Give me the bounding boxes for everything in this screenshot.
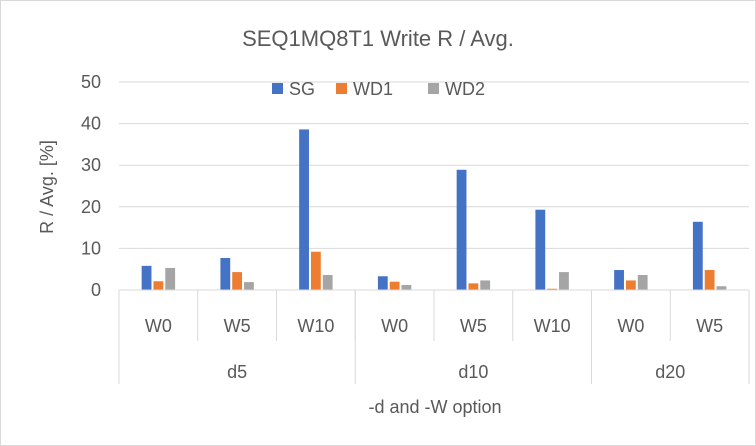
y-tick-label: 10 [81,238,101,258]
y-tick-label: 20 [81,197,101,217]
bar-wd1-d10-W0 [389,281,400,290]
y-tick-label: 40 [81,114,101,134]
legend-swatch-wd2 [428,83,439,94]
y-tick-label: 50 [81,72,101,92]
y-tick-label: 30 [81,155,101,175]
y-axis-title: R / Avg. [%] [37,140,57,234]
bar-sg-d10-W0 [377,276,388,290]
bar-sg-d10-W5 [456,169,467,290]
x-axis-title: -d and -W option [368,397,501,417]
x-tick-label: W5 [224,316,251,336]
bar-wd1-d5-W5 [232,272,243,290]
bar-wd2-d20-W5 [716,286,727,290]
bar-wd2-d5-W5 [244,282,254,290]
bar-wd2-d10-W5 [480,280,491,290]
legend: SG WD1 WD2 [272,79,485,99]
bar-wd2-d5-W0 [165,267,176,290]
x-tick-label: W10 [534,316,571,336]
x-tick-label: W0 [145,316,172,336]
bar-sg-d5-W10 [299,129,309,290]
y-tick-label: 0 [91,280,101,300]
bar-wd1-d20-W5 [704,270,715,290]
legend-label-sg: SG [289,79,315,99]
gridlines [119,81,749,249]
legend-label-wd2: WD2 [445,79,485,99]
x-tick-label: W5 [696,316,723,336]
legend-swatch-sg [272,83,283,94]
legend-swatch-wd1 [336,83,347,94]
legend-label-wd1: WD1 [353,79,393,99]
bar-sg-d20-W5 [692,221,703,290]
x-group-label: d10 [458,362,488,382]
x-tick-label: W10 [297,316,334,336]
x-tick-label: W5 [460,316,487,336]
bar-wd2-d10-W10 [559,272,569,290]
x-axis: 0 10 20 30 40 50 W0 W5 W10 d5 W0 W5 W10 d10 W0 W5 d20 [81,72,750,384]
bar-wd2-d5-W10 [322,275,333,290]
bar-wd1-d5-W10 [310,251,321,290]
bars [141,129,727,290]
bar-wd2-d10-W0 [401,285,412,290]
bar-wd1-d10-W5 [468,283,479,290]
x-group-label: d20 [655,362,685,382]
bar-sg-d20-W0 [614,270,624,290]
bar-wd1-d5-W0 [153,281,164,290]
x-tick-label: W0 [617,316,644,336]
bar-sg-d10-W10 [535,209,546,290]
chart-title: SEQ1MQ8T1 Write R / Avg. [242,26,514,51]
bar-sg-d5-W0 [141,265,152,290]
x-tick-label: W0 [381,316,408,336]
bar-wd1-d20-W0 [625,280,636,290]
bar-wd2-d20-W0 [637,275,648,290]
bar-wd1-d10-W10 [547,288,558,290]
x-group-label: d5 [227,362,247,382]
bar-sg-d5-W5 [220,257,231,290]
